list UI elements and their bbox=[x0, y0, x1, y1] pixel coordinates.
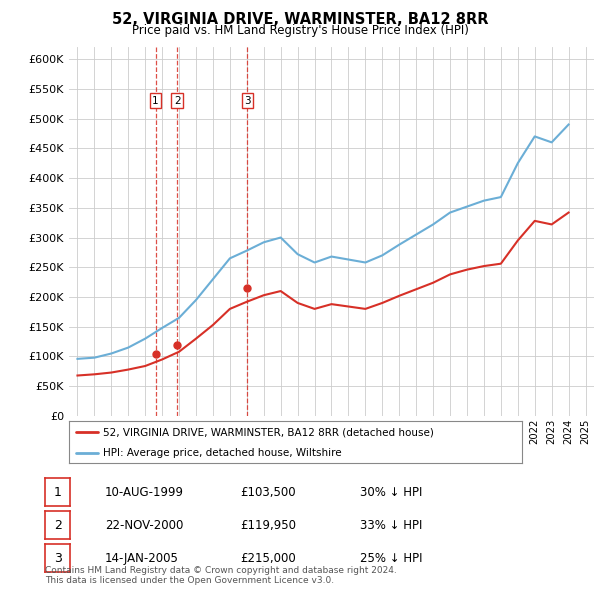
Text: Price paid vs. HM Land Registry's House Price Index (HPI): Price paid vs. HM Land Registry's House … bbox=[131, 24, 469, 37]
Text: £119,950: £119,950 bbox=[240, 519, 296, 532]
Text: 14-JAN-2005: 14-JAN-2005 bbox=[105, 552, 179, 565]
Text: 2: 2 bbox=[174, 96, 181, 106]
Text: 10-AUG-1999: 10-AUG-1999 bbox=[105, 486, 184, 499]
Text: 33% ↓ HPI: 33% ↓ HPI bbox=[360, 519, 422, 532]
Text: £103,500: £103,500 bbox=[240, 486, 296, 499]
Text: 25% ↓ HPI: 25% ↓ HPI bbox=[360, 552, 422, 565]
Text: HPI: Average price, detached house, Wiltshire: HPI: Average price, detached house, Wilt… bbox=[103, 448, 341, 457]
Text: £215,000: £215,000 bbox=[240, 552, 296, 565]
Text: 30% ↓ HPI: 30% ↓ HPI bbox=[360, 486, 422, 499]
Text: 3: 3 bbox=[244, 96, 251, 106]
Text: 52, VIRGINIA DRIVE, WARMINSTER, BA12 8RR: 52, VIRGINIA DRIVE, WARMINSTER, BA12 8RR bbox=[112, 12, 488, 27]
Text: 52, VIRGINIA DRIVE, WARMINSTER, BA12 8RR (detached house): 52, VIRGINIA DRIVE, WARMINSTER, BA12 8RR… bbox=[103, 427, 434, 437]
Text: 2: 2 bbox=[53, 519, 62, 532]
Text: 3: 3 bbox=[53, 552, 62, 565]
Text: 1: 1 bbox=[152, 96, 159, 106]
Text: Contains HM Land Registry data © Crown copyright and database right 2024.
This d: Contains HM Land Registry data © Crown c… bbox=[45, 566, 397, 585]
Text: 22-NOV-2000: 22-NOV-2000 bbox=[105, 519, 184, 532]
Text: 1: 1 bbox=[53, 486, 62, 499]
